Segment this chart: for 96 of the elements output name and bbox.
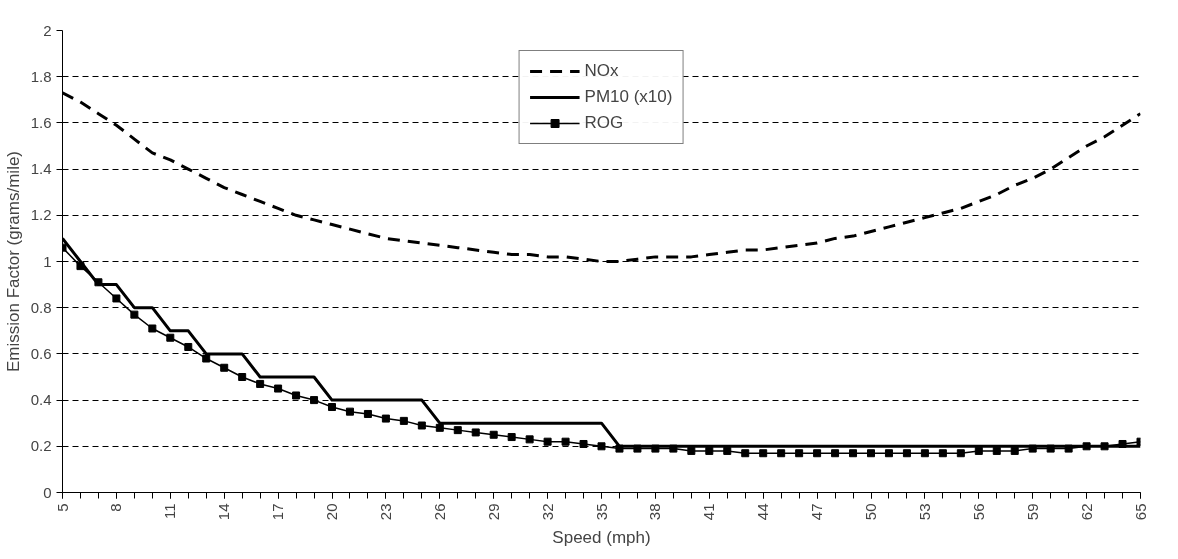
x-tick-label: 29 bbox=[484, 503, 502, 521]
point bbox=[1028, 444, 1037, 453]
y-tick-label: 1.6 bbox=[30, 113, 52, 131]
point bbox=[507, 433, 516, 442]
point bbox=[705, 446, 714, 455]
point bbox=[112, 294, 121, 303]
x-tick-label: 50 bbox=[862, 503, 879, 521]
point bbox=[867, 449, 875, 458]
point bbox=[633, 444, 642, 453]
point bbox=[453, 426, 462, 435]
point bbox=[381, 414, 390, 423]
x-tick-label: 41 bbox=[700, 503, 718, 521]
point bbox=[1100, 442, 1109, 451]
point bbox=[328, 403, 336, 412]
x-tick-label: 53 bbox=[915, 503, 933, 521]
point bbox=[310, 396, 319, 405]
point bbox=[974, 446, 983, 455]
point bbox=[956, 449, 965, 458]
x-tick-label: 26 bbox=[430, 503, 448, 521]
point bbox=[1010, 446, 1019, 455]
point bbox=[1082, 442, 1091, 451]
x-axis-title: Speed (mph) bbox=[552, 528, 651, 548]
point bbox=[831, 449, 840, 458]
point bbox=[795, 449, 804, 458]
point bbox=[723, 446, 732, 455]
x-tick-label: 62 bbox=[1077, 503, 1095, 521]
point bbox=[543, 437, 552, 446]
y-tick-label: 1.2 bbox=[30, 206, 52, 224]
point bbox=[1118, 439, 1127, 448]
x-tick-label: 38 bbox=[646, 503, 664, 521]
point bbox=[561, 437, 570, 446]
legend-label: NOx bbox=[584, 61, 619, 81]
y-tick-label: 2 bbox=[43, 21, 52, 39]
point bbox=[471, 428, 480, 437]
x-tick-label: 56 bbox=[969, 503, 987, 521]
x-tick-label: 35 bbox=[592, 503, 610, 521]
x-tick-label: 32 bbox=[538, 503, 556, 521]
point bbox=[94, 278, 103, 287]
x-tick-label: 23 bbox=[376, 503, 394, 521]
point bbox=[884, 449, 893, 458]
point bbox=[597, 442, 606, 451]
point bbox=[130, 310, 139, 319]
point bbox=[363, 409, 372, 418]
x-tick-label: 59 bbox=[1023, 503, 1041, 521]
point bbox=[202, 354, 211, 363]
point bbox=[615, 444, 624, 453]
point bbox=[76, 262, 85, 271]
point bbox=[579, 439, 588, 448]
y-tick-label: 0.6 bbox=[30, 344, 52, 362]
x-tick-label: 65 bbox=[1131, 503, 1149, 521]
y-tick-label: 0.8 bbox=[30, 298, 52, 316]
point bbox=[345, 407, 354, 416]
point bbox=[741, 449, 750, 458]
y-tick-label: 1.4 bbox=[30, 160, 52, 178]
point bbox=[1046, 444, 1055, 453]
point bbox=[669, 444, 678, 453]
legend-label: ROG bbox=[584, 113, 624, 133]
x-tick-label: 11 bbox=[161, 503, 179, 520]
point bbox=[849, 449, 858, 458]
y-tick-label: 1.8 bbox=[30, 67, 52, 85]
x-tick-label: 44 bbox=[754, 503, 772, 521]
x-tick-label: 47 bbox=[808, 503, 826, 521]
point bbox=[292, 391, 301, 400]
y-tick-label: 0.2 bbox=[30, 437, 52, 455]
x-tick-label: 8 bbox=[107, 503, 125, 512]
x-tick-label: 20 bbox=[323, 503, 340, 521]
y-tick-label: 0.4 bbox=[30, 391, 52, 409]
y-tick-label: 1 bbox=[43, 252, 52, 270]
point bbox=[1064, 444, 1073, 453]
point bbox=[435, 423, 444, 432]
point bbox=[489, 430, 498, 439]
point bbox=[274, 384, 283, 393]
point bbox=[687, 446, 696, 455]
point bbox=[651, 444, 660, 453]
point bbox=[256, 379, 265, 388]
y-axis-title: Emission Factor (grams/mile) bbox=[3, 150, 23, 373]
point bbox=[902, 449, 911, 458]
legend-label: PM10 (x10) bbox=[584, 87, 673, 107]
point bbox=[220, 363, 229, 372]
point bbox=[238, 373, 247, 381]
point bbox=[417, 421, 426, 430]
x-tick-label: 17 bbox=[269, 503, 287, 521]
point bbox=[777, 449, 786, 458]
point bbox=[184, 342, 193, 351]
point bbox=[399, 416, 408, 425]
point bbox=[920, 449, 929, 458]
x-tick-label: 14 bbox=[215, 503, 233, 521]
point bbox=[992, 446, 1001, 455]
point bbox=[166, 333, 175, 342]
point bbox=[525, 435, 534, 444]
point bbox=[938, 449, 947, 458]
y-tick-label: 0 bbox=[43, 483, 52, 501]
point bbox=[759, 449, 768, 458]
point bbox=[148, 324, 157, 333]
x-tick-label: 5 bbox=[53, 503, 71, 512]
point bbox=[813, 449, 822, 458]
